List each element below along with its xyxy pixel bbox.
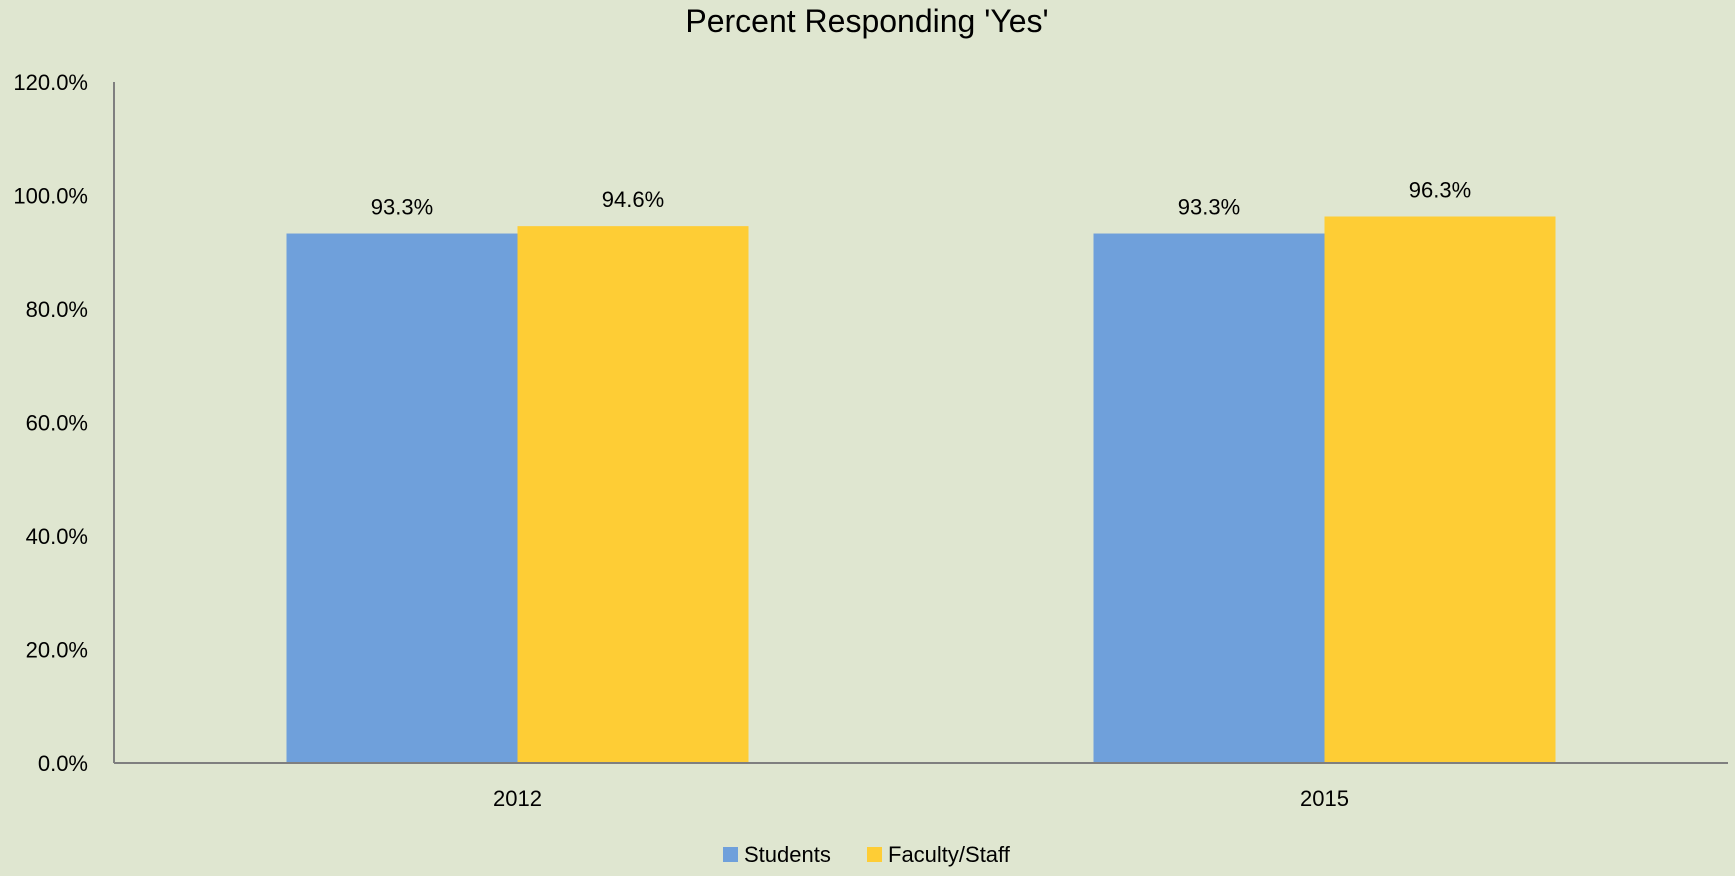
bar-students-2012 bbox=[286, 233, 518, 763]
y-tick-label: 100.0% bbox=[13, 184, 88, 209]
x-tick-label: 2012 bbox=[493, 786, 542, 811]
data-labels: 93.3% 94.6% 93.3% 96.3% bbox=[371, 177, 1471, 219]
data-label: 94.6% bbox=[602, 187, 664, 212]
y-tick-label: 60.0% bbox=[26, 411, 88, 436]
bar-faculty-staff-2012 bbox=[517, 226, 749, 763]
legend: Students Faculty/Staff bbox=[723, 842, 1011, 867]
bar-students-2015 bbox=[1093, 233, 1325, 763]
legend-label: Students bbox=[744, 842, 831, 867]
bars bbox=[286, 216, 1556, 763]
data-label: 93.3% bbox=[371, 195, 433, 220]
legend-item-faculty-staff: Faculty/Staff bbox=[867, 842, 1011, 867]
legend-swatch bbox=[723, 847, 738, 862]
y-tick-label: 40.0% bbox=[26, 524, 88, 549]
y-tick-label: 0.0% bbox=[38, 751, 88, 776]
data-label: 93.3% bbox=[1178, 195, 1240, 220]
data-label: 96.3% bbox=[1409, 177, 1471, 202]
legend-swatch bbox=[867, 847, 882, 862]
y-tick-label: 120.0% bbox=[13, 70, 88, 95]
bar-faculty-staff-2015 bbox=[1324, 216, 1556, 763]
legend-item-students: Students bbox=[723, 842, 831, 867]
y-tick-label: 80.0% bbox=[26, 297, 88, 322]
x-axis-ticks: 2012 2015 bbox=[493, 786, 1349, 811]
chart-title: Percent Responding 'Yes' bbox=[685, 3, 1048, 39]
legend-label: Faculty/Staff bbox=[888, 842, 1011, 867]
y-axis-ticks: 0.0% 20.0% 40.0% 60.0% 80.0% 100.0% 120.0% bbox=[13, 70, 88, 776]
x-tick-label: 2015 bbox=[1300, 786, 1349, 811]
y-tick-label: 20.0% bbox=[26, 638, 88, 663]
